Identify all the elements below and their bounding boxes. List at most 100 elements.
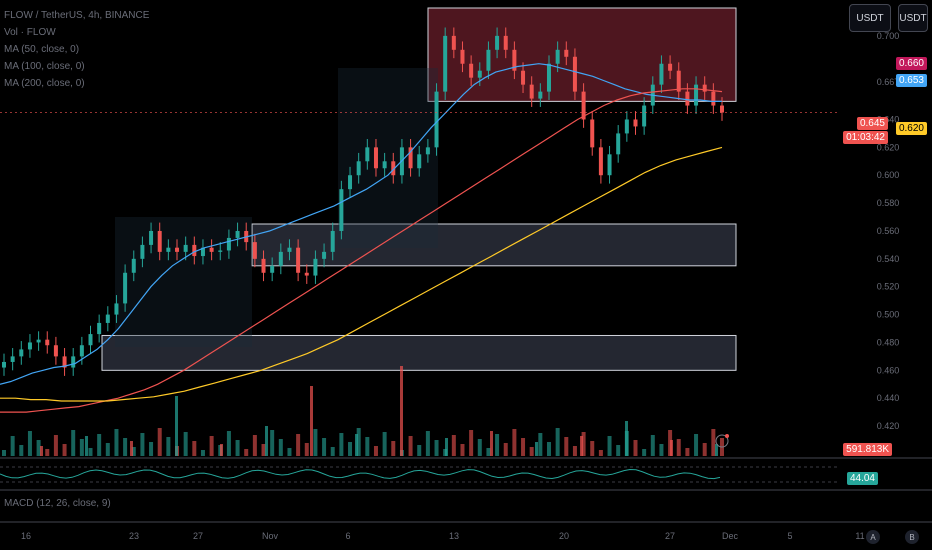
candle-body — [676, 70, 681, 92]
volume-spike — [715, 444, 718, 456]
countdown-tag: 01:03:42 — [843, 131, 888, 144]
candle-body — [53, 345, 58, 357]
volume-bar — [71, 430, 76, 456]
volume-bar — [616, 445, 621, 456]
candle-body — [166, 247, 171, 252]
volume-bar — [166, 437, 171, 456]
volume-bar — [590, 441, 595, 456]
volume-bar — [79, 439, 84, 456]
volume-bar — [114, 429, 119, 456]
volume-bar — [200, 450, 205, 456]
volume-bar — [356, 428, 361, 456]
volume-spike — [130, 441, 133, 456]
volume-legend: Vol · FLOW — [4, 27, 56, 38]
volume-spike — [400, 366, 403, 456]
rsi-line — [0, 468, 721, 480]
ma50-line — [0, 63, 722, 385]
volume-bar — [244, 449, 249, 456]
volume-bar — [45, 449, 50, 456]
volume-bar — [226, 431, 231, 456]
x-axis-tick-label: 13 — [449, 531, 459, 541]
auto-scale-button[interactable]: A — [866, 530, 880, 544]
volume-bar — [581, 432, 586, 456]
y-axis-tick-label: 0.440 — [877, 393, 900, 403]
volume-bar — [391, 441, 396, 456]
x-axis-tick-label: 23 — [129, 531, 139, 541]
candle-body — [495, 35, 500, 50]
volume-bar — [304, 443, 309, 456]
candle-body — [140, 244, 145, 259]
y-axis-tick-label: 0.600 — [877, 170, 900, 180]
candle-body — [62, 356, 67, 368]
candle-body — [356, 161, 361, 176]
volume-bar — [685, 448, 690, 456]
candle-body — [694, 84, 699, 106]
volume-bar — [339, 433, 344, 456]
ma100-legend: MA (100, close, 0) — [4, 61, 85, 72]
candle-body — [685, 91, 690, 106]
candle-body — [633, 119, 638, 127]
candle-body — [200, 247, 205, 257]
ma100-line — [0, 88, 723, 413]
candle-body — [123, 272, 128, 304]
volume-spike — [85, 436, 88, 456]
candle-body — [607, 154, 612, 176]
volume-bar — [365, 437, 370, 456]
candle-body — [572, 56, 577, 92]
candle-body — [512, 49, 517, 71]
y-axis-tick-label: 0.560 — [877, 226, 900, 236]
volume-bar — [434, 440, 439, 456]
volume-bar — [88, 448, 93, 456]
volume-spike — [355, 434, 358, 456]
candle-body — [521, 70, 526, 85]
x-axis-tick-label: 11 — [855, 531, 864, 541]
volume-bar — [650, 435, 655, 456]
candle-body — [192, 244, 197, 257]
candle-body — [555, 49, 560, 64]
candle-body — [270, 265, 275, 273]
volume-bar — [149, 442, 154, 456]
y-axis-tick-label: 0.700 — [877, 31, 900, 41]
volume-bar — [348, 442, 353, 456]
log-scale-button[interactable]: B — [905, 530, 919, 544]
candle-body — [348, 175, 353, 190]
volume-bar — [702, 443, 707, 456]
candle-body — [218, 250, 223, 252]
candle-body — [71, 356, 76, 368]
candle-body — [287, 247, 292, 252]
volume-bar — [694, 434, 699, 456]
volume-bar — [564, 437, 569, 456]
x-axis-tick-label: Dec — [722, 531, 739, 541]
candle-body — [546, 63, 551, 92]
currency-button-left[interactable]: USDT — [849, 4, 891, 32]
candle-body — [330, 230, 335, 252]
candle-body — [304, 272, 309, 276]
macd-legend: MACD (12, 26, close, 9) — [4, 498, 111, 509]
currency-button-right[interactable]: USDT — [898, 4, 928, 32]
candle-body — [2, 361, 6, 368]
volume-bar — [10, 436, 15, 456]
candle-body — [131, 258, 136, 273]
candle-body — [296, 247, 301, 273]
candle-body — [36, 339, 41, 343]
volume-bar — [425, 431, 430, 456]
volume-bar — [287, 448, 292, 456]
volume-tag: 591.813K — [843, 443, 892, 456]
volume-bar — [676, 439, 681, 456]
candle-body — [183, 244, 188, 252]
candle-body — [460, 49, 465, 64]
volume-spike — [265, 426, 268, 456]
volume-bar — [330, 447, 335, 456]
candle-body — [313, 258, 318, 276]
volume-bar — [97, 434, 102, 456]
volume-bar — [529, 447, 534, 456]
x-axis-tick-label: 5 — [787, 531, 792, 541]
volume-bar — [123, 438, 128, 456]
alert-dot — [725, 434, 729, 438]
zone-box — [251, 223, 737, 267]
volume-spike — [535, 442, 538, 456]
volume-bar — [546, 442, 551, 456]
y-axis-tick-label: 0.420 — [877, 421, 900, 431]
candle-body — [711, 91, 716, 106]
